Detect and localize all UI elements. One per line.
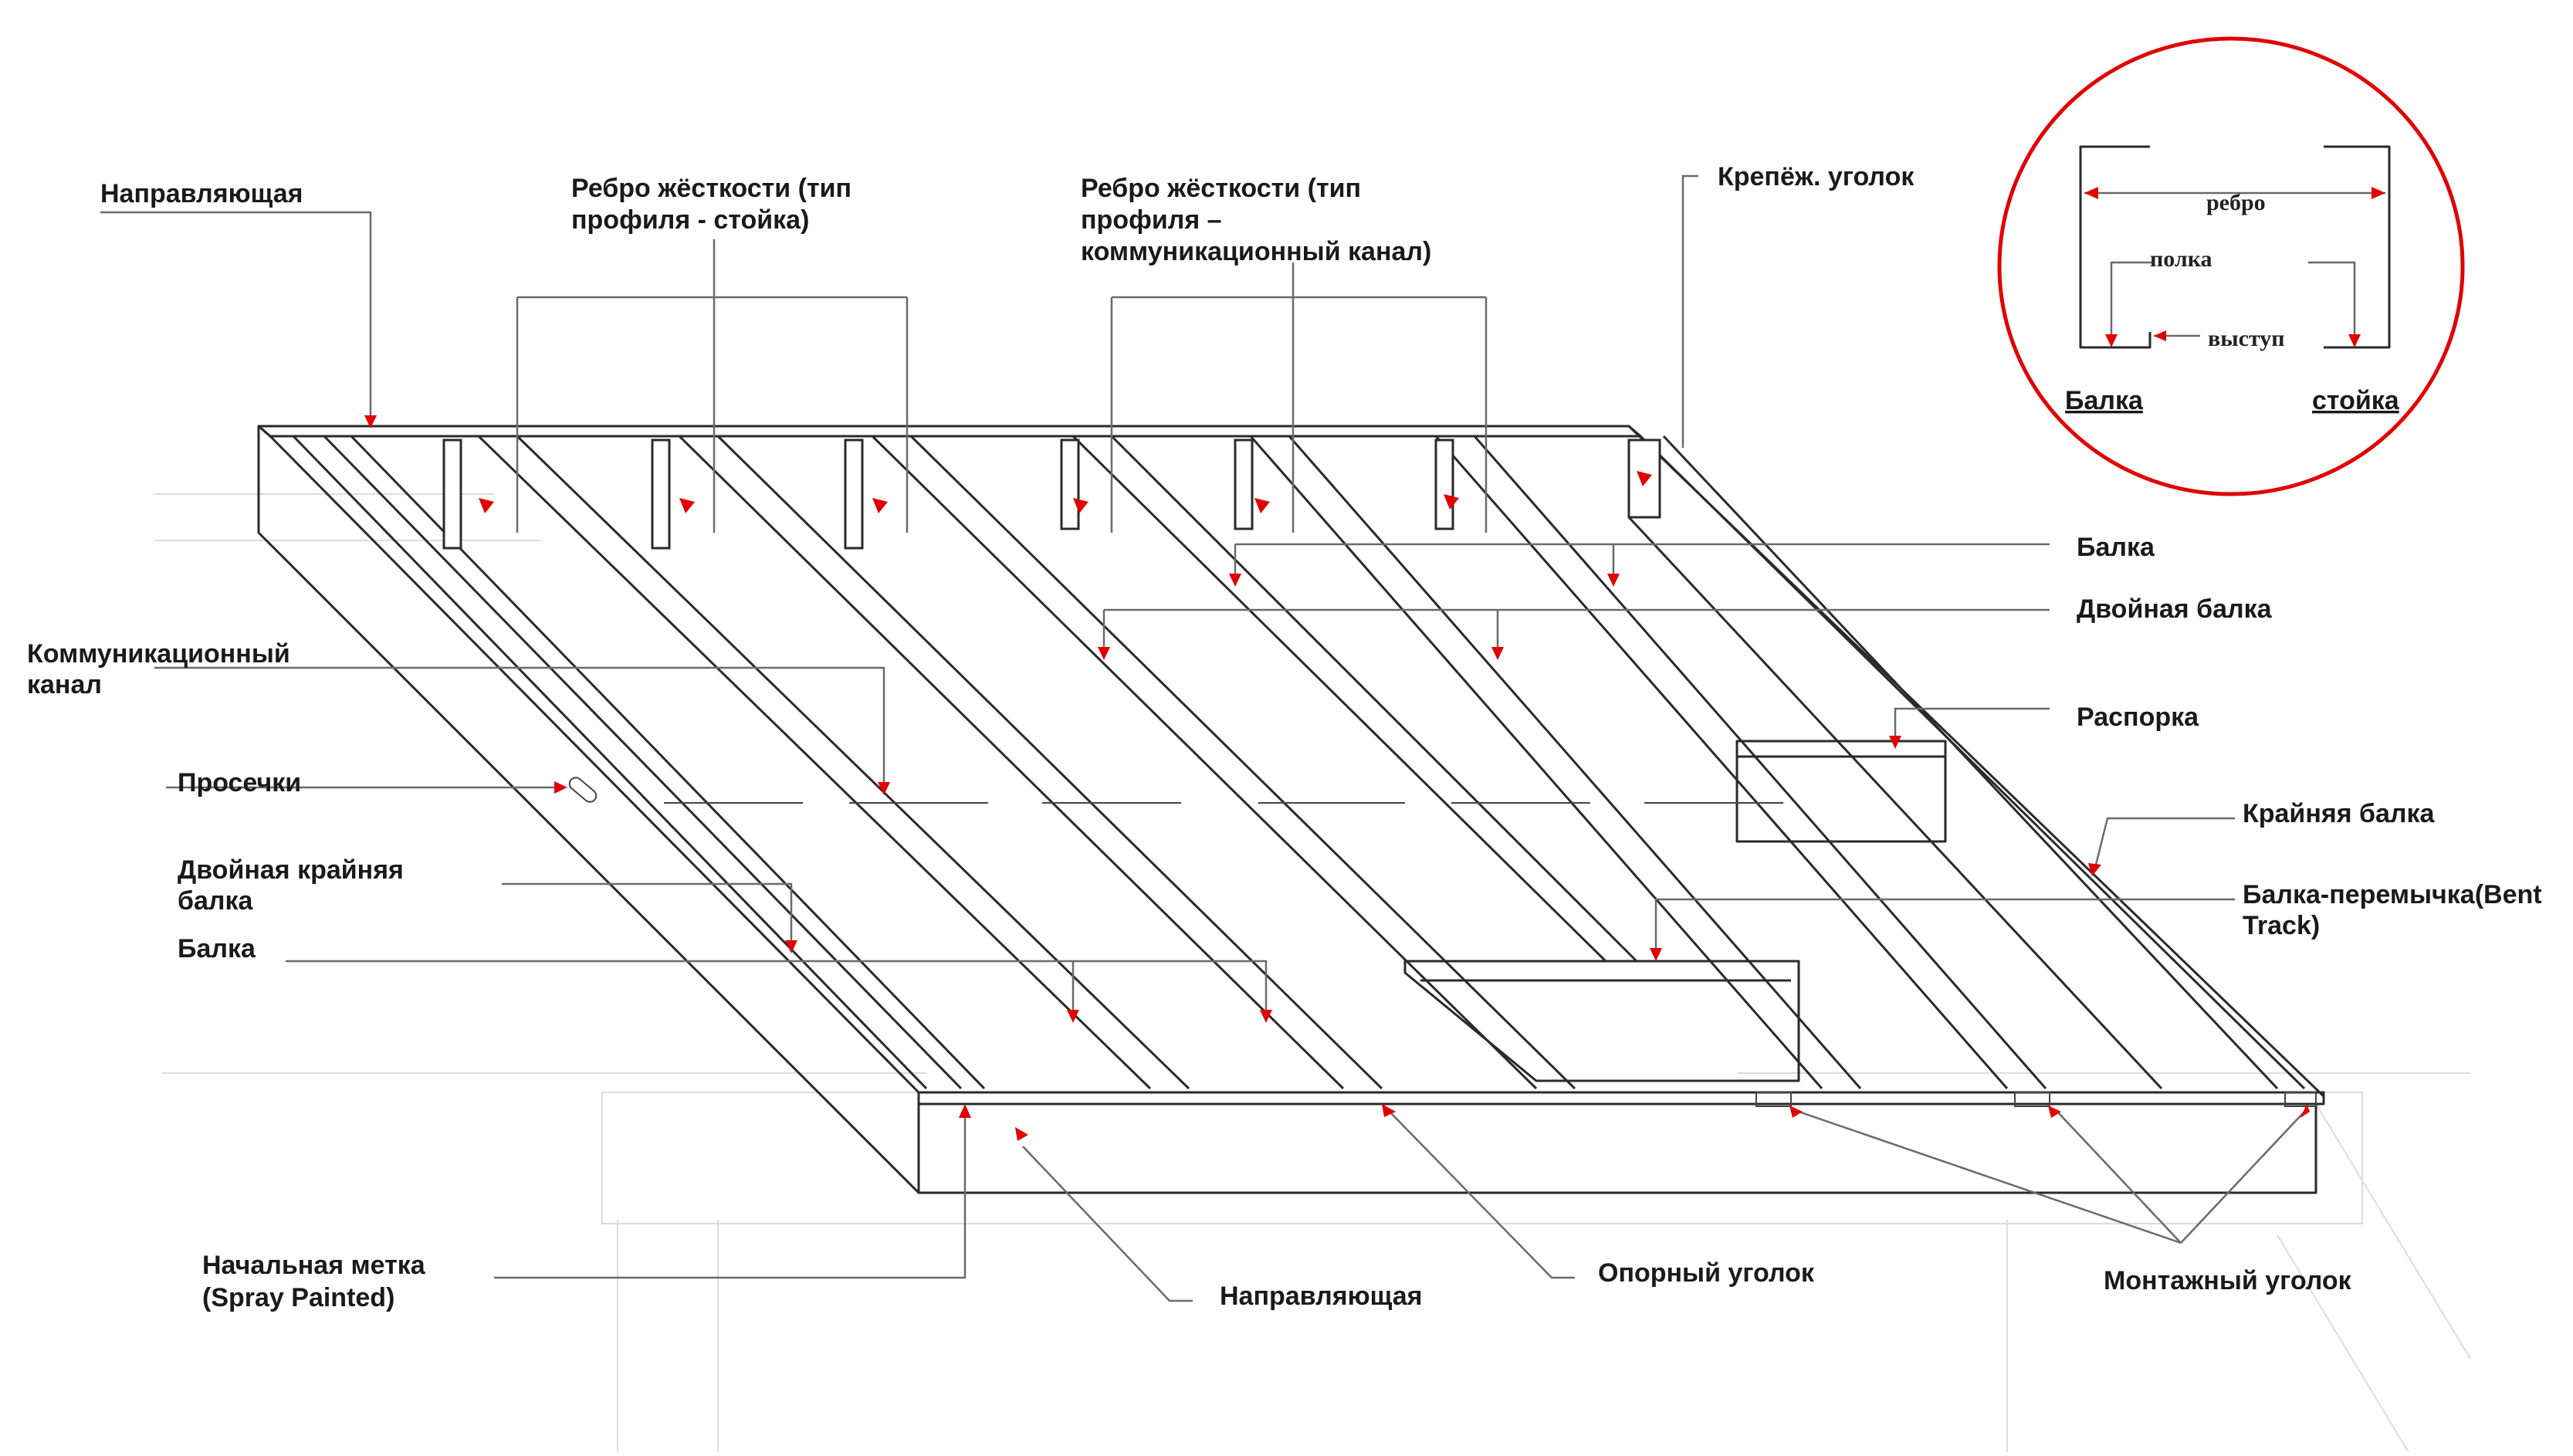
label-mounting-angle: Монтажный уголок: [2104, 1266, 2352, 1295]
label-joist-right: Балка: [2077, 533, 2155, 562]
label-double-rim-2: балка: [178, 886, 254, 916]
arrowheads: [364, 415, 2310, 1141]
label-start-mark-1: Начальная метка: [202, 1251, 426, 1280]
inset-label-rib: ребро: [2206, 190, 2266, 215]
blocking-box: [1735, 740, 1947, 843]
label-stiffener-channel-2: профиля –: [1081, 205, 1222, 235]
inset-labels: ребро полка выступ Балка стойка: [2065, 190, 2400, 415]
stiffener-4: [1060, 438, 1080, 530]
label-stiffener-channel-1: Ребро жёсткости (тип: [1081, 174, 1361, 203]
inset-label-joist: Балка: [2065, 386, 2144, 415]
label-bent-track-2: Track): [2243, 911, 2320, 940]
bottom-guide-face: [917, 1102, 2317, 1194]
label-stiffener-stud-1: Ребро жёсткости (тип: [571, 174, 851, 203]
stiffener-3: [844, 438, 864, 550]
inset-label-stud: стойка: [2312, 386, 2400, 415]
label-service-channel-1: Коммуникационный: [27, 639, 290, 669]
stiffener-2: [651, 438, 671, 550]
label-joist-left: Балка: [178, 934, 256, 963]
joist-profile-shape: [2079, 145, 2152, 349]
mounting-clip-2: [2014, 1092, 2050, 1107]
mounting-clip-3: [2284, 1092, 2317, 1107]
label-stiffener-channel-3: коммуникационный канал): [1081, 237, 1431, 266]
callout-labels: Направляющая Ребро жёсткости (тип профил…: [27, 162, 2542, 1312]
stiffener-5: [1234, 438, 1254, 530]
label-double-rim-1: Двойная крайняя: [178, 855, 404, 885]
profile-inset: [1997, 36, 2465, 496]
bent-track-header: [1403, 960, 1800, 1082]
floor-frame: [257, 425, 2325, 1194]
knockout-slot: [568, 777, 598, 803]
mounting-clip-1: [1755, 1092, 1792, 1107]
inset-circle: [1997, 36, 2465, 496]
stiffener-1: [442, 438, 462, 550]
label-rim-joist: Крайняя балка: [2243, 799, 2436, 828]
label-knockouts: Просечки: [178, 768, 301, 797]
top-guide-track: [257, 425, 1642, 438]
label-guide-bottom: Направляющая: [1220, 1282, 1422, 1311]
bottom-guide-track: [917, 1091, 2325, 1106]
label-clip-angle: Крепёж. уголок: [1718, 162, 1915, 191]
stiffener-6: [1434, 438, 1454, 530]
label-blocking: Распорка: [2077, 703, 2199, 732]
label-bent-track-1: Балка-перемычка(Bent: [2243, 880, 2542, 909]
label-bearing-angle: Опорный уголок: [1598, 1258, 1815, 1288]
label-service-channel-2: канал: [27, 670, 102, 699]
inset-label-lip: выступ: [2208, 326, 2285, 351]
label-guide-top: Направляющая: [100, 179, 303, 208]
inset-label-flange: полка: [2150, 246, 2212, 272]
leader-lines: [100, 174, 2305, 1302]
label-start-mark-2: (Spray Painted): [202, 1283, 394, 1312]
label-double-joist: Двойная балка: [2077, 594, 2273, 624]
background-guides: [154, 493, 2471, 1453]
label-stiffener-stud-2: профиля - стойка): [571, 205, 809, 235]
stud-profile-shape: [2324, 145, 2391, 349]
